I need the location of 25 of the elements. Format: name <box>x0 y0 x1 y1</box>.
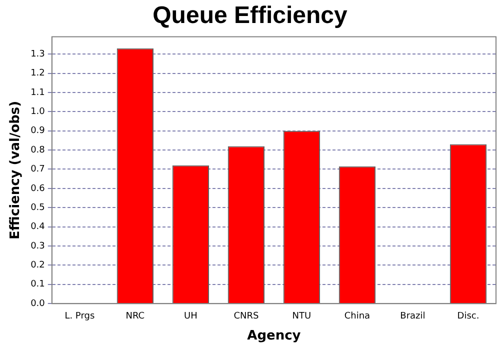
x-tick-label: UH <box>184 311 198 322</box>
chart-title: Queue Efficiency <box>152 2 348 30</box>
y-tick-label: 1.0 <box>30 107 46 117</box>
y-tick-label: 0.8 <box>30 145 46 156</box>
y-tick-label: 0.1 <box>30 280 45 290</box>
x-tick-label: China <box>344 311 370 322</box>
y-tick-label: 0.9 <box>30 126 46 136</box>
y-tick-label: 0.7 <box>30 164 45 175</box>
y-axis-title: Efficiency (val/obs) <box>8 100 24 240</box>
y-tick-label: 0.2 <box>30 260 45 271</box>
x-axis-title: Agency <box>247 328 302 344</box>
y-tick-label: 1.2 <box>30 68 45 79</box>
x-tick-label: NRC <box>126 311 145 322</box>
x-tick-label: L. Prgs <box>64 311 95 322</box>
x-tick-label: Disc. <box>457 311 480 322</box>
x-tick-label: Brazil <box>400 311 426 322</box>
y-tick-label: 0.5 <box>30 202 45 213</box>
y-tick-label: 0.4 <box>30 222 46 232</box>
x-tick-label: CNRS <box>234 311 259 322</box>
y-tick-label: 0.3 <box>30 241 45 252</box>
y-tick-label: 0.0 <box>30 298 46 309</box>
y-tick-label: 0.6 <box>30 184 46 194</box>
y-tick-label: 1.1 <box>30 88 45 98</box>
y-tick-label: 1.3 <box>30 49 45 60</box>
x-tick-label: NTU <box>292 311 312 322</box>
